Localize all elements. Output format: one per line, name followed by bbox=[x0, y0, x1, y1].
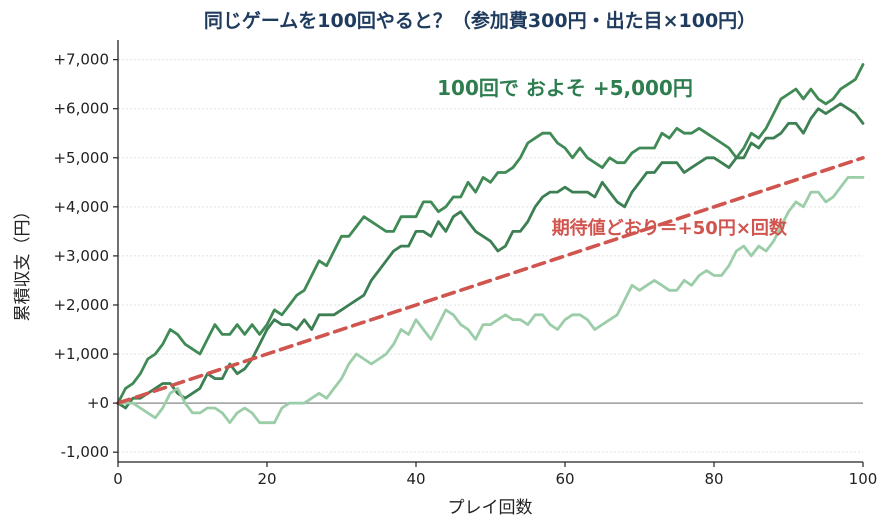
y-tick-label: -1,000 bbox=[61, 443, 109, 461]
x-tick-label: 40 bbox=[406, 470, 425, 488]
x-tick-label: 20 bbox=[257, 470, 276, 488]
x-tick-label: 0 bbox=[113, 470, 123, 488]
chart-title: 同じゲームを100回やると？（参加費300円・出た目×100円） bbox=[204, 9, 756, 32]
annotation-1: 100回で およそ +5,000円 bbox=[437, 76, 693, 100]
y-axis-label: 累積収支（円） bbox=[13, 203, 33, 322]
y-tick-label: +2,000 bbox=[53, 296, 109, 314]
y-tick-label: +5,000 bbox=[53, 149, 109, 167]
x-axis-label: プレイ回数 bbox=[448, 498, 533, 518]
simulation-line-2 bbox=[116, 102, 865, 410]
axes: -1,000 +0 +1,000 +2,000 +3,000 +4,000 +5,000 +6… bbox=[53, 40, 877, 488]
x-tick-label: 100 bbox=[849, 470, 878, 488]
y-tick-label: +3,000 bbox=[53, 247, 109, 265]
y-tick-label: +0 bbox=[87, 394, 109, 412]
x-tick-label: 80 bbox=[704, 470, 723, 488]
y-tick-label: +4,000 bbox=[53, 198, 109, 216]
x-tick-label: 60 bbox=[555, 470, 574, 488]
y-tick-label: +1,000 bbox=[53, 345, 109, 363]
simulation-line-3 bbox=[116, 175, 865, 425]
series-layer bbox=[116, 63, 865, 425]
y-gridlines bbox=[118, 59, 863, 453]
y-tick-label: +7,000 bbox=[53, 51, 109, 69]
simulation-line-1 bbox=[116, 63, 865, 405]
y-tick-label: +6,000 bbox=[53, 100, 109, 118]
expected-value-line bbox=[116, 156, 865, 405]
annotation-2: 期待値どおり＝+50円×回数 bbox=[552, 217, 788, 239]
